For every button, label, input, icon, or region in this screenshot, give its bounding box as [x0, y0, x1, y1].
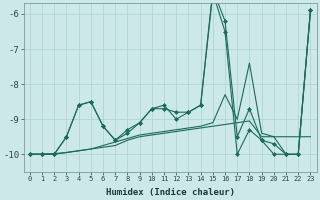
X-axis label: Humidex (Indice chaleur): Humidex (Indice chaleur): [106, 188, 235, 197]
